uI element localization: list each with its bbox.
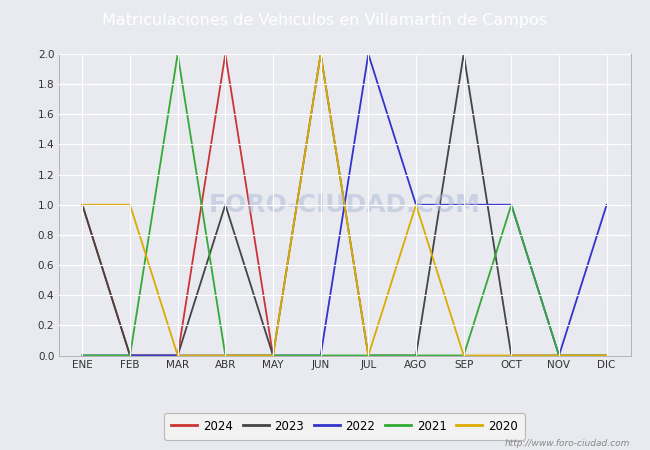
Legend: 2024, 2023, 2022, 2021, 2020: 2024, 2023, 2022, 2021, 2020	[164, 413, 525, 440]
Text: http://www.foro-ciudad.com: http://www.foro-ciudad.com	[505, 439, 630, 448]
Text: FORO-CIUDAD.COM: FORO-CIUDAD.COM	[209, 193, 480, 217]
Text: Matriculaciones de Vehiculos en Villamartín de Campos: Matriculaciones de Vehiculos en Villamar…	[103, 12, 547, 28]
